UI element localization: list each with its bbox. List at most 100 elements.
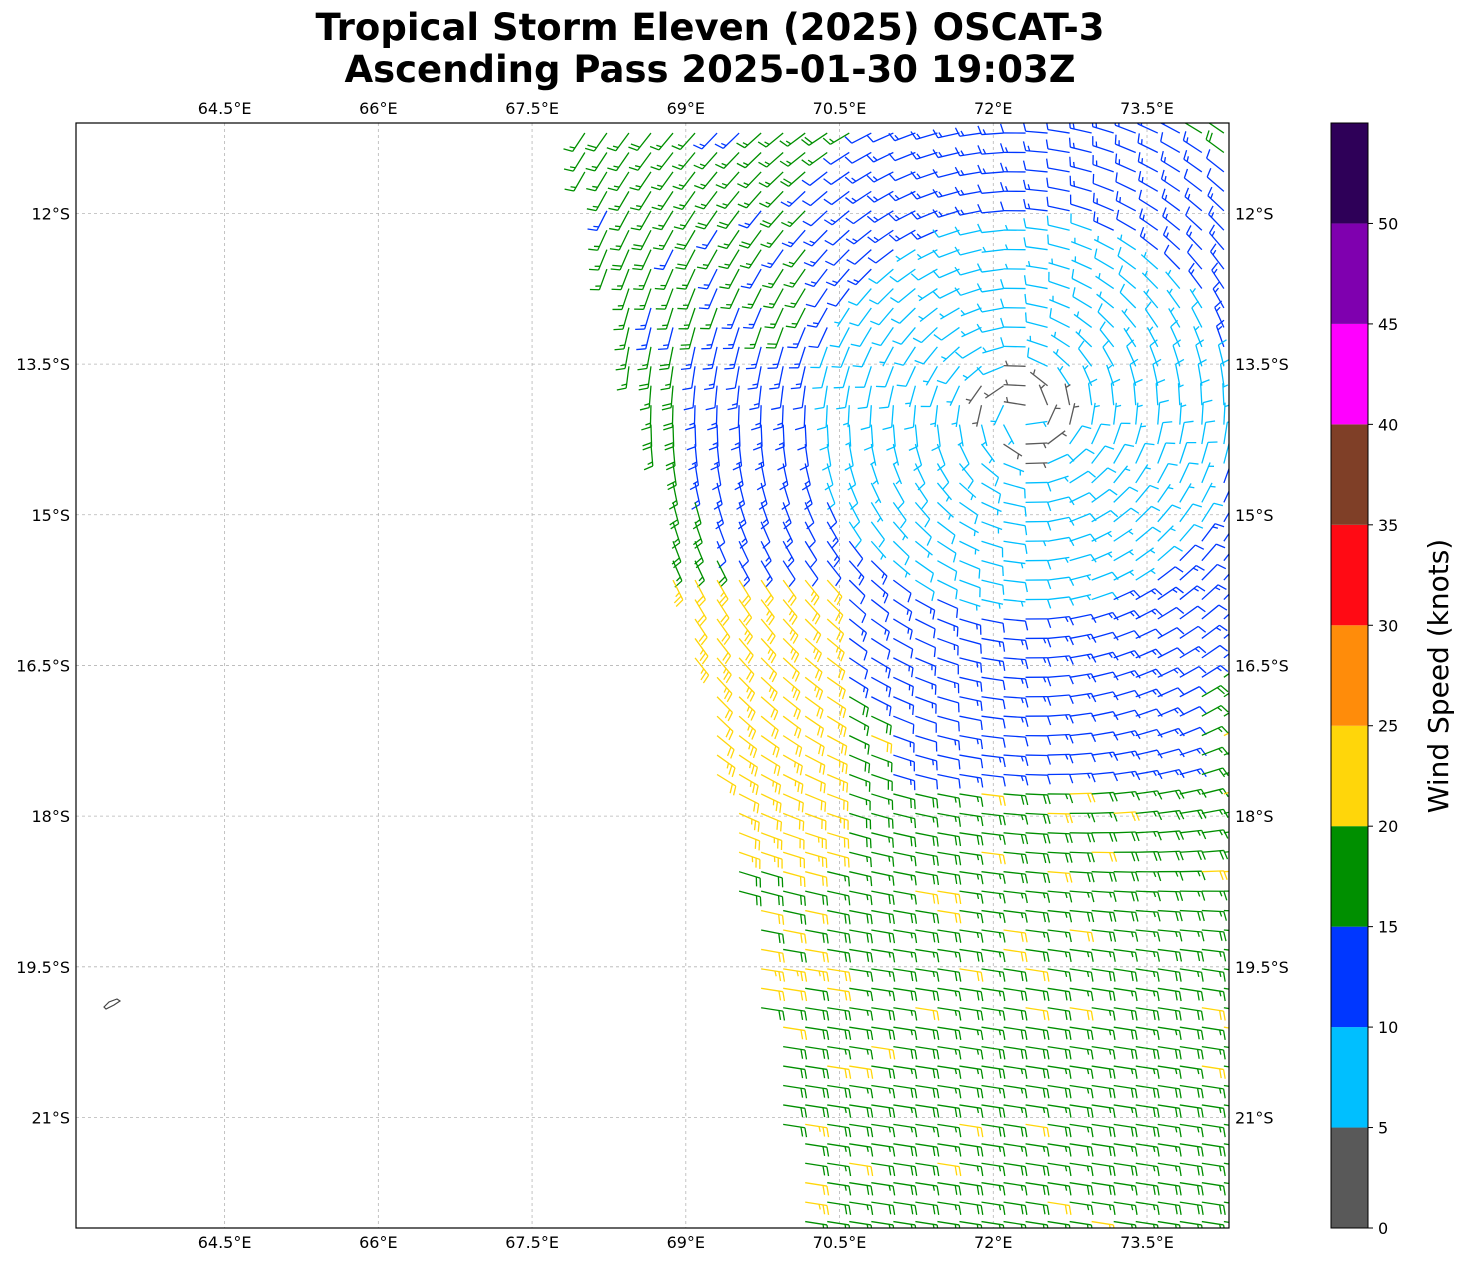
wind-barb [892, 540, 910, 566]
wind-barb [959, 909, 984, 924]
wind-barb [1135, 968, 1160, 982]
wind-barb [677, 288, 696, 310]
wind-barb [1160, 169, 1181, 192]
wind-barb [849, 968, 874, 982]
wind-barb [827, 793, 849, 812]
wind-barb [1201, 1026, 1226, 1041]
wind-barb [1025, 676, 1052, 687]
wind-barb [1038, 384, 1049, 406]
wind-barb [1179, 666, 1207, 678]
wind-barb [1183, 149, 1203, 173]
wind-barb [1046, 177, 1070, 192]
wind-barb [981, 618, 1005, 633]
wind-barb [937, 1045, 962, 1060]
wind-barb [1047, 1123, 1072, 1138]
wind-barb [914, 501, 931, 528]
wind-barb [615, 346, 630, 371]
wind-barb [1170, 319, 1181, 348]
wind-barb [613, 307, 630, 331]
wind-barb [868, 268, 894, 285]
wind-barb [1003, 244, 1026, 251]
wind-barb [692, 521, 703, 549]
wind-barb [1212, 281, 1225, 309]
wind-barb [895, 249, 916, 262]
wind-barb [716, 735, 735, 759]
wind-barb [977, 125, 1004, 136]
wind-barb [671, 521, 681, 549]
wind-barb [875, 366, 894, 388]
wind-barb [893, 1201, 918, 1215]
colorbar-bin [1331, 826, 1368, 927]
wind-barb [783, 1045, 808, 1060]
wind-barb [871, 871, 895, 886]
wind-barb [1179, 747, 1207, 757]
wind-barb [1113, 1007, 1138, 1021]
wind-barb [1069, 425, 1092, 445]
wind-barb [737, 190, 762, 209]
wind-barb [738, 579, 752, 607]
wind-barb [849, 1123, 874, 1138]
wind-barb [849, 307, 872, 327]
wind-barb [1003, 1143, 1028, 1157]
wind-barb [1157, 1026, 1182, 1041]
wind-barb [1157, 566, 1184, 581]
wind-barb [1179, 1065, 1204, 1079]
wind-barb [977, 164, 1004, 175]
wind-barb [1025, 462, 1048, 469]
wind-barb [915, 754, 938, 771]
wind-barb [606, 132, 630, 152]
wind-barb [1115, 172, 1137, 192]
wind-barb [783, 1084, 808, 1099]
wind-barb [1157, 545, 1183, 562]
wind-barb [959, 987, 984, 1002]
wind-barb [1152, 358, 1162, 386]
wind-barb [893, 890, 917, 905]
wind-barb [1024, 293, 1048, 309]
wind-barb [981, 754, 1006, 768]
wind-barb [937, 1065, 962, 1079]
wind-barb [937, 676, 960, 694]
wind-barb [783, 987, 808, 1002]
wind-barb [959, 579, 981, 598]
wind-barb [1069, 851, 1095, 863]
wind-barb [738, 638, 754, 664]
wind-barb [849, 754, 871, 774]
wind-barb [1113, 402, 1122, 425]
wind-barb [826, 521, 839, 549]
wind-barb [718, 249, 740, 270]
wind-barb [758, 151, 784, 168]
wind-barb [1197, 359, 1207, 386]
wind-barb [783, 948, 807, 963]
wind-barb [654, 268, 674, 290]
wind-barb [585, 152, 608, 172]
wind-barb [757, 132, 784, 148]
wind-barb [848, 560, 865, 586]
wind-barb [1025, 1182, 1050, 1196]
wind-barb [588, 229, 608, 251]
wind-barb [827, 890, 851, 906]
wind-barb [827, 1201, 852, 1215]
wind-barb [1141, 270, 1159, 290]
chart-title-line-1: Tropical Storm Eleven (2025) OSCAT-3 [315, 6, 1105, 49]
wind-barb [1003, 968, 1028, 982]
wind-barb [1201, 644, 1228, 659]
wind-barb [738, 210, 762, 229]
colorbar: 0 5 10 15 20 25 30 35 40 45 50 [1330, 122, 1398, 1238]
wind-barb [1162, 225, 1181, 251]
wind-barb [803, 229, 828, 247]
wind-barb [1025, 1220, 1049, 1228]
wind-barb [674, 229, 696, 250]
wind-barb [878, 385, 894, 409]
wind-barb [1091, 948, 1116, 962]
wind-barb [981, 968, 1006, 982]
wind-barb [958, 463, 974, 489]
wind-barb [810, 346, 828, 369]
wind-barb [954, 206, 982, 216]
wind-barb [1003, 560, 1026, 569]
wind-barb [805, 1045, 830, 1060]
wind-barb [857, 385, 872, 410]
wind-barb [1157, 1007, 1182, 1021]
wind-barb [954, 127, 982, 137]
wind-barb [1047, 475, 1069, 484]
wind-barb [1069, 1104, 1094, 1118]
